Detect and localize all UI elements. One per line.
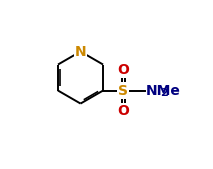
Text: NMe: NMe <box>146 83 181 98</box>
Text: O: O <box>117 104 129 118</box>
Text: O: O <box>117 63 129 77</box>
Text: S: S <box>118 83 128 98</box>
Text: 2: 2 <box>160 88 167 98</box>
Text: N: N <box>75 44 86 58</box>
